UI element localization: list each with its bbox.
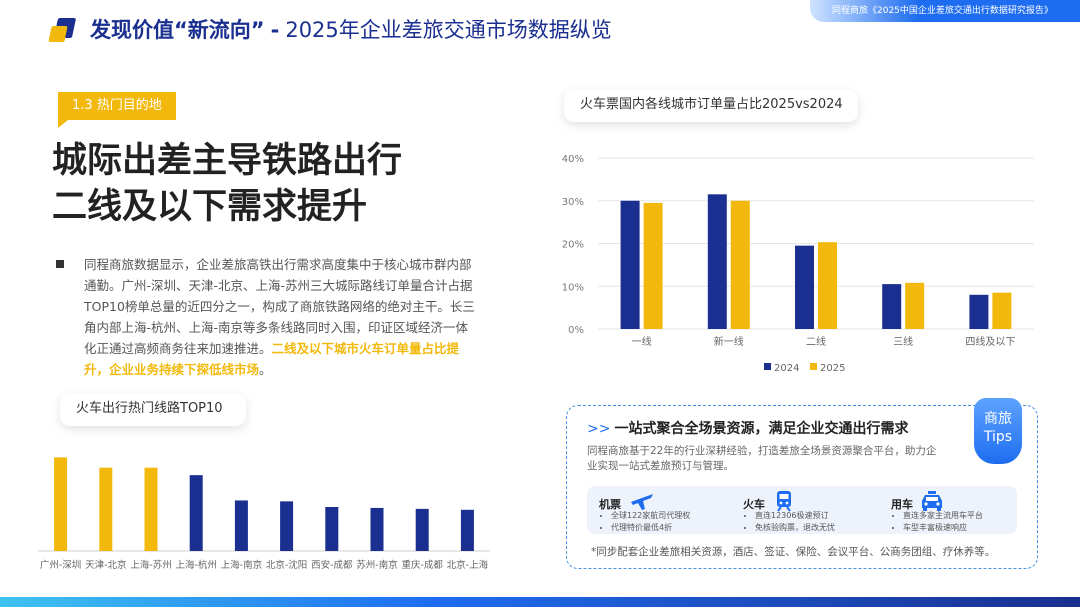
bar-2024: [707, 194, 727, 329]
y-tick-label: 40%: [562, 154, 584, 165]
brand-logo-icon: [48, 14, 77, 42]
tips-line-2: Tips: [983, 429, 1013, 445]
service-footnote: *同步配套企业差旅相关资源，酒店、签证、保险、会议平台、公商务团组、疗休养等。: [591, 546, 996, 558]
x-tick-label: 北京-上海: [447, 559, 489, 571]
tips-line-1: 商旅: [984, 411, 1012, 427]
car-icon: [922, 491, 942, 511]
bar: [189, 475, 203, 551]
bar: [325, 506, 339, 551]
service-col-items: 直连12306极速预订 免核验购票，退改无忧: [755, 510, 835, 534]
x-tick-label: 新一线: [714, 335, 744, 348]
y-tick-label: 0%: [568, 325, 584, 336]
x-tick-label: 二线: [806, 335, 826, 348]
x-tick-label: 广州-深圳: [40, 559, 81, 571]
bar-2025: [992, 292, 1012, 329]
bar-2025: [905, 282, 925, 329]
x-tick-label: 北京-沈阳: [266, 559, 307, 571]
bar: [54, 457, 68, 551]
x-tick-label: 四线及以下: [965, 335, 1015, 348]
x-tick-label: 天津-北京: [85, 559, 126, 571]
bar: [370, 507, 384, 551]
x-tick-label: 苏州-南京: [356, 559, 397, 571]
service-item: 车型丰富极速响应: [903, 522, 983, 534]
headline: 城际出差主导铁路出行 二线及以下需求提升: [52, 138, 402, 230]
service-col-name: 火车: [743, 498, 765, 511]
service-col-items: 全球122家航司代理权 代理特价最低4折: [611, 510, 690, 534]
report-tag: 同程商旅《2025中国企业差旅交通出行数据研究报告》: [810, 0, 1080, 22]
headline-line-2: 二线及以下需求提升: [52, 187, 368, 227]
service-col-items: 直连多家主流用车平台 车型丰富极速响应: [903, 510, 983, 534]
city-tier-chart-title: 火车票国内各线城市订单量占比2025vs2024: [564, 90, 858, 122]
bar: [460, 509, 474, 551]
y-tick-label: 30%: [562, 197, 584, 208]
bar-2024: [882, 284, 902, 329]
bar: [144, 467, 158, 551]
service-panel: 机票 全球122家航司代理权 代理特价最低4折 火车 直连12306极速预订 免…: [587, 486, 1017, 534]
title-bold: 发现价值“新流向”: [90, 18, 265, 42]
top10-routes-chart-title: 火车出行热门线路TOP10: [60, 394, 246, 426]
legend-label: 2024: [774, 363, 799, 374]
x-tick-label: 上海-杭州: [175, 559, 216, 571]
service-item: 代理特价最低4折: [611, 522, 690, 534]
bar: [280, 501, 294, 551]
bottom-band: [0, 597, 1080, 607]
service-description: 同程商旅基于22年的行业深耕经验，打造差旅全场景资源聚合平台，助力企业实现一站式…: [587, 445, 937, 472]
service-item: 免核验购票，退改无忧: [755, 522, 835, 534]
service-item: 直连12306极速预订: [755, 510, 835, 522]
bar-2024: [620, 200, 640, 329]
tips-badge: 商旅 Tips: [974, 398, 1022, 464]
service-card: >> 一站式聚合全场景资源，满足企业交通出行需求 同程商旅基于22年的行业深耕经验…: [566, 405, 1038, 569]
x-tick-label: 上海-苏州: [130, 559, 171, 571]
bar-2024: [969, 294, 989, 329]
paragraph-text: 同程商旅数据显示，企业差旅高铁出行需求高度集中于核心城市群内部通勤。广州-深圳、…: [84, 257, 475, 356]
y-tick-label: 10%: [562, 282, 584, 293]
page-title: 发现价值“新流向” -2025年企业差旅交通市场数据纵览: [90, 14, 612, 44]
section-tag: 1.3 热门目的地: [58, 92, 176, 128]
service-item: 全球122家航司代理权: [611, 510, 690, 522]
y-tick-label: 20%: [562, 240, 584, 251]
body-paragraph: 同程商旅数据显示，企业差旅高铁出行需求高度集中于核心城市群内部通勤。广州-深圳、…: [84, 254, 479, 380]
bar-2024: [795, 245, 814, 329]
x-tick-label: 三线: [893, 335, 913, 348]
bar: [234, 500, 248, 551]
x-tick-label: 西安-成都: [311, 559, 353, 571]
legend-swatch: [810, 363, 817, 370]
legend-swatch: [764, 363, 771, 370]
train-icon: [777, 491, 791, 512]
service-col-name: 机票: [599, 498, 621, 511]
headline-line-1: 城际出差主导铁路出行: [52, 141, 403, 181]
bar-2025: [643, 202, 663, 329]
title-subtitle: 2025年企业差旅交通市场数据纵览: [285, 18, 612, 42]
x-tick-label: 重庆-成都: [401, 559, 443, 571]
service-title-text: 一站式聚合全场景资源，满足企业交通出行需求: [614, 421, 909, 437]
top10-routes-bar-chart: 广州-深圳 天津-北京 上海-苏州 上海-杭州 上海-南京 北京-沈阳 西安-成都 苏州-南京…: [38, 457, 490, 571]
paragraph-end: 。: [259, 362, 272, 377]
bar-2025: [818, 242, 837, 329]
airplane-icon: [631, 494, 653, 510]
legend-label: 2025: [820, 363, 845, 374]
x-tick-label: 一线: [632, 335, 652, 348]
bar-2025: [730, 200, 750, 329]
service-arrow: >>: [587, 421, 611, 437]
title-separator: -: [270, 18, 280, 42]
service-title: >> 一站式聚合全场景资源，满足企业交通出行需求: [587, 418, 908, 438]
x-tick-label: 上海-南京: [221, 559, 262, 571]
paragraph-highlight: 二线及以下城市火车订单量占比提升，企业业务持续下探低线市场: [84, 341, 460, 377]
bar: [415, 508, 429, 551]
city-tier-bar-chart: 0% 10% 20% 30% 40% 一线 新一线 二线 三线 四线及以下 2024 2025: [562, 154, 1034, 374]
service-item: 直连多家主流用车平台: [903, 510, 983, 522]
bullet-icon: [56, 260, 64, 268]
bar: [99, 467, 113, 551]
service-col-name: 用车: [891, 498, 913, 511]
